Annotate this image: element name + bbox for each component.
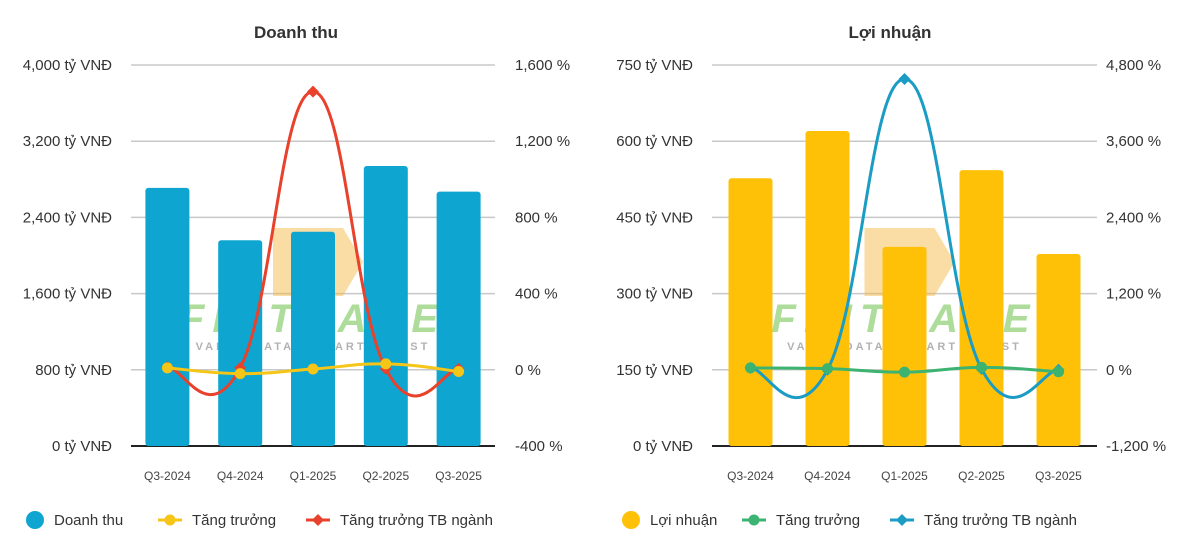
right-axis-tick-label: 800 %: [515, 209, 558, 226]
legend-label: Tăng trưởng: [192, 512, 276, 529]
bar: [145, 187, 190, 446]
legend-symbol: [312, 514, 324, 526]
line-marker: [161, 362, 173, 374]
legend-item[interactable]: Tăng trưởng TB ngành: [890, 512, 1077, 529]
legend-item[interactable]: Tăng trưởng: [742, 512, 860, 529]
x-axis-category-label: Q1-2025: [881, 469, 928, 483]
right-axis-tick-label: 2,400 %: [1106, 209, 1161, 226]
right-axis-tick-label: 1,200 %: [1106, 286, 1161, 303]
legend-item[interactable]: Tăng trưởng TB ngành: [306, 512, 493, 529]
bar: [363, 165, 408, 446]
left-axis-tick-label: 2,400 tỷ VNĐ: [23, 209, 112, 226]
legend-label: Tăng trưởng TB ngành: [340, 512, 493, 529]
x-axis-category-label: Q3-2025: [1035, 469, 1082, 483]
right-axis-tick-label: 1,600 %: [515, 57, 570, 74]
bar: [728, 178, 773, 446]
legend-symbol: [896, 514, 908, 526]
right-axis-tick-label: -400 %: [515, 438, 563, 455]
left-axis-tick-label: 750 tỷ VNĐ: [616, 57, 693, 74]
bar: [218, 240, 263, 446]
right-axis-tick-label: 0 %: [515, 362, 541, 379]
x-axis-category-label: Q3-2025: [435, 469, 482, 483]
left-axis-tick-label: 0 tỷ VNĐ: [633, 438, 693, 455]
x-axis-category-label: Q4-2024: [217, 469, 264, 483]
line-marker: [380, 358, 392, 370]
line-marker: [899, 366, 910, 378]
line-marker: [307, 363, 319, 375]
line-marker: [898, 72, 911, 85]
revenue-chart: Doanh thu 0 tỷ VNĐ -400 % 800 tỷ VNĐ 0 % 1,60…: [23, 23, 570, 529]
left-axis-tick-label: 300 tỷ VNĐ: [616, 286, 693, 303]
line-marker: [745, 362, 756, 374]
x-axis-category-label: Q2-2025: [958, 469, 1005, 483]
left-axis-tick-label: 4,000 tỷ VNĐ: [23, 57, 112, 74]
right-axis-tick-label: 4,800 %: [1106, 57, 1161, 74]
x-axis-category-label: Q2-2025: [362, 469, 409, 483]
x-axis-category-label: Q4-2024: [804, 469, 851, 483]
line-marker: [307, 85, 319, 98]
left-axis-tick-label: 3,200 tỷ VNĐ: [23, 133, 112, 150]
legend-item[interactable]: Lợi nhuận: [622, 511, 717, 529]
x-axis-category-label: Q3-2024: [727, 469, 774, 483]
line-marker: [1053, 366, 1064, 378]
legend-item[interactable]: Doanh thu: [26, 511, 123, 529]
chart-title: Lợi nhuận: [849, 23, 932, 42]
legend-label: Lợi nhuận: [650, 512, 717, 529]
line-marker: [453, 366, 465, 378]
left-axis-tick-label: 600 tỷ VNĐ: [616, 133, 693, 150]
right-axis-tick-label: -1,200 %: [1106, 438, 1166, 455]
legend-item[interactable]: Tăng trưởng: [158, 512, 276, 529]
line-marker: [234, 368, 246, 380]
profit-chart: Lợi nhuận 0 tỷ VNĐ -1,200 % 150 tỷ VNĐ 0 % 30…: [616, 23, 1166, 529]
chart-title: Doanh thu: [254, 23, 338, 42]
legend-symbol: [164, 514, 176, 526]
right-axis-tick-label: 400 %: [515, 286, 558, 303]
legend-label: Doanh thu: [54, 512, 123, 529]
right-axis-tick-label: 3,600 %: [1106, 133, 1161, 150]
legend-symbol: [26, 511, 44, 529]
left-axis-tick-label: 800 tỷ VNĐ: [35, 362, 112, 379]
bar: [959, 170, 1004, 446]
bar: [291, 231, 335, 446]
left-axis-tick-label: 150 tỷ VNĐ: [616, 362, 693, 379]
bar: [805, 131, 850, 447]
bar: [882, 246, 927, 446]
x-axis-category-label: Q1-2025: [290, 469, 337, 483]
left-axis-tick-label: 450 tỷ VNĐ: [616, 209, 693, 226]
line-marker: [822, 363, 833, 375]
legend-symbol: [622, 511, 640, 529]
right-axis-tick-label: 1,200 %: [515, 133, 570, 150]
line-marker: [976, 361, 987, 373]
right-axis-tick-label: 0 %: [1106, 362, 1132, 379]
x-axis-category-label: Q3-2024: [144, 469, 191, 483]
legend-symbol: [748, 514, 760, 526]
left-axis-tick-label: 0 tỷ VNĐ: [52, 438, 112, 455]
left-axis-tick-label: 1,600 tỷ VNĐ: [23, 286, 112, 303]
legend-label: Tăng trưởng: [776, 512, 860, 529]
bar: [436, 191, 481, 446]
bar: [1036, 253, 1081, 446]
legend-label: Tăng trưởng TB ngành: [924, 512, 1077, 529]
